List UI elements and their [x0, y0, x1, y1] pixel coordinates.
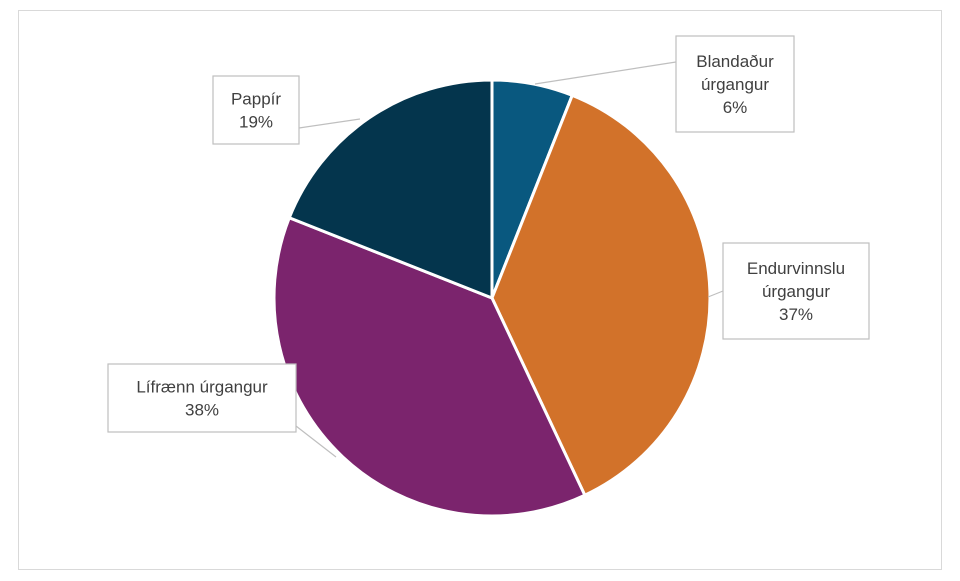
pie-slice-pappir	[287, 78, 494, 300]
leader-line	[534, 61, 677, 85]
pie-slice-endurvinnslu-urgangur	[490, 93, 712, 497]
data-label-text: Lífrænn úrgangur 38%	[136, 378, 268, 420]
leader-line	[295, 425, 337, 458]
data-label-box	[107, 363, 297, 433]
data-label-category: Blandaður	[696, 52, 774, 71]
data-label-lifr-nn-urgangur: Lífrænn úrgangur 38%	[107, 363, 337, 458]
data-label-pappir: Pappír 19%	[212, 75, 361, 145]
data-label-percent: 19%	[239, 113, 273, 132]
data-label-percent: 37%	[779, 305, 813, 324]
data-label-blanda-ur-urgangur: Blandaður úrgangur 6%	[534, 35, 795, 133]
leader-line	[298, 118, 361, 129]
data-label-box	[212, 75, 300, 145]
data-label-text: Blandaður úrgangur 6%	[696, 52, 774, 117]
data-label-category: Endurvinnslu	[747, 259, 845, 278]
data-label-text: Endurvinnslu úrgangur 37%	[747, 259, 845, 324]
pie-slice-lifr-nn-urgangur	[272, 216, 587, 518]
data-label-endurvinnslu-urgangur: Endurvinnslu úrgangur 37%	[707, 242, 870, 340]
pie-slices	[272, 78, 712, 518]
data-label-category: úrgangur	[701, 75, 769, 94]
data-label-box	[675, 35, 795, 133]
leader-line	[707, 290, 724, 298]
data-label-text: Pappír 19%	[231, 90, 281, 132]
data-label-category: Lífrænn úrgangur	[136, 378, 268, 397]
data-label-category: úrgangur	[762, 282, 830, 301]
data-label-percent: 6%	[723, 98, 748, 117]
data-label-percent: 38%	[185, 401, 219, 420]
data-label-box	[722, 242, 870, 340]
data-label-category: Pappír	[231, 90, 281, 109]
